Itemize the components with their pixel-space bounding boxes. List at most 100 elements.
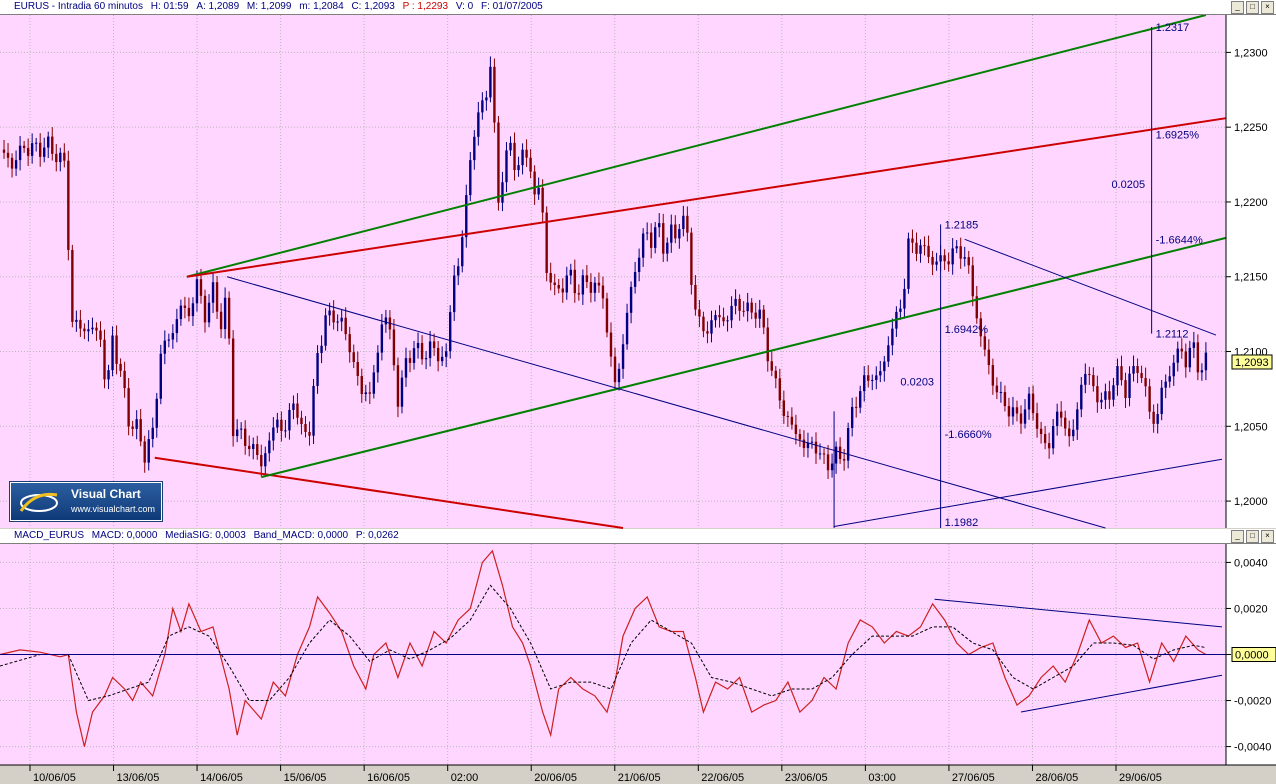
price-candle-body bbox=[1100, 399, 1103, 403]
price-candle-body bbox=[1180, 348, 1183, 352]
macd-p-value: P: 0,0262 bbox=[355, 530, 399, 541]
price-candle-body bbox=[654, 227, 657, 248]
price-candle-body bbox=[143, 441, 146, 463]
price-candle-body bbox=[1116, 366, 1119, 386]
price-candle-body bbox=[911, 238, 914, 243]
price-trend-line bbox=[186, 117, 1227, 278]
price-candle-body bbox=[513, 142, 516, 171]
price-candle-body bbox=[139, 419, 142, 442]
price-candle-body bbox=[613, 356, 617, 383]
macd-axis-label: -0,0040 bbox=[1234, 742, 1271, 754]
price-candle-body bbox=[75, 319, 78, 322]
price-candle-body bbox=[617, 368, 621, 383]
price-candle-body bbox=[710, 320, 713, 334]
price-candle-body bbox=[830, 463, 834, 471]
price-candle-body bbox=[123, 370, 126, 389]
macd-maximize-button[interactable]: □ bbox=[1246, 530, 1259, 543]
price-candle-body bbox=[517, 165, 520, 171]
price-candle-body bbox=[794, 424, 798, 435]
time-axis-label: 21/06/05 bbox=[618, 772, 661, 784]
price-candle-body bbox=[328, 310, 331, 316]
price-candle-body bbox=[814, 441, 818, 454]
price-candle-body bbox=[231, 338, 235, 437]
price-candle-body bbox=[863, 375, 866, 392]
price-candle-body bbox=[750, 302, 753, 313]
maximize-button[interactable]: □ bbox=[1246, 1, 1259, 14]
time-axis-label: 16/06/05 bbox=[367, 772, 410, 784]
price-candle-body bbox=[404, 358, 408, 378]
price-candle-body bbox=[280, 419, 283, 432]
macd-window-buttons: _ □ × bbox=[1231, 530, 1274, 543]
price-axis-label: 1,2000 bbox=[1234, 496, 1268, 508]
price-candle-body bbox=[360, 375, 363, 395]
price-candle-body bbox=[1124, 380, 1127, 399]
price-candle-body bbox=[867, 375, 870, 381]
price-candle-body bbox=[1072, 429, 1075, 437]
price-candle-body bbox=[432, 341, 436, 349]
price-candle-body bbox=[163, 340, 167, 354]
price-candle-body bbox=[557, 285, 560, 289]
price-candle-body bbox=[356, 362, 359, 376]
price-candle-body bbox=[842, 459, 846, 461]
price-candle-body bbox=[43, 147, 46, 157]
price-candle-body bbox=[384, 317, 388, 325]
price-candle-body bbox=[151, 427, 154, 440]
price-candle-body bbox=[834, 446, 838, 464]
main-window-buttons: _ □ × bbox=[1231, 1, 1274, 14]
price-candle-body bbox=[420, 342, 424, 360]
price-candle-body bbox=[706, 331, 709, 334]
price-axis-label: 1,2200 bbox=[1234, 197, 1268, 209]
minimize-button[interactable]: _ bbox=[1231, 1, 1244, 14]
price-candle-body bbox=[352, 352, 355, 363]
volume-value: V: 0 bbox=[455, 1, 474, 12]
price-candle-body bbox=[545, 212, 548, 273]
price-trend-line bbox=[154, 456, 624, 529]
price-candle-body bbox=[59, 152, 62, 163]
min-value: m: 1,2084 bbox=[299, 1, 344, 12]
price-candle-body bbox=[782, 400, 786, 416]
macd-minimize-button[interactable]: _ bbox=[1231, 530, 1244, 543]
price-candle-body bbox=[1003, 392, 1007, 407]
price-candle-body bbox=[99, 330, 102, 340]
price-annotation: 0.0205 bbox=[1111, 179, 1145, 191]
price-candle-body bbox=[256, 444, 259, 456]
mediasig-value: MediaSIG: 0,0003 bbox=[165, 530, 246, 541]
price-candle-body bbox=[38, 142, 42, 157]
price-candle-body bbox=[987, 349, 991, 366]
price-candle-body bbox=[324, 315, 327, 346]
price-candle-body bbox=[682, 215, 685, 230]
price-candle-body bbox=[453, 275, 456, 313]
price-annotation: 1.6925% bbox=[1156, 130, 1200, 142]
price-candle-body bbox=[248, 445, 251, 450]
price-candle-body bbox=[1188, 347, 1192, 368]
price-candle-body bbox=[268, 440, 271, 454]
price-candle-body bbox=[312, 385, 315, 436]
price-candle-body bbox=[923, 245, 926, 247]
close-button[interactable]: × bbox=[1261, 1, 1274, 14]
price-candle-body bbox=[605, 298, 609, 333]
price-candle-body bbox=[629, 286, 633, 313]
close-value: C: 1,2093 bbox=[351, 1, 395, 12]
price-candle-body bbox=[818, 453, 822, 455]
price-candle-body bbox=[979, 318, 982, 337]
price-candle-body bbox=[694, 284, 697, 310]
price-candle-body bbox=[509, 142, 512, 151]
price-candle-body bbox=[935, 261, 938, 265]
price-candle-body bbox=[436, 348, 440, 362]
price-candle-body bbox=[1043, 434, 1047, 444]
price-candle-body bbox=[1112, 385, 1115, 400]
price-candle-body bbox=[1176, 348, 1179, 363]
macd-axis-label: 0,0040 bbox=[1234, 557, 1268, 569]
macd-close-button[interactable]: × bbox=[1261, 530, 1274, 543]
price-candle-body bbox=[67, 160, 70, 250]
macd-last-marker bbox=[1231, 647, 1276, 662]
price-candle-body bbox=[1023, 409, 1027, 424]
price-candle-body bbox=[577, 293, 581, 295]
price-candle-body bbox=[1035, 413, 1039, 429]
macd-trend-line bbox=[1020, 674, 1223, 713]
price-candle-body bbox=[30, 143, 34, 156]
price-candle-body bbox=[63, 152, 66, 161]
price-candle-body bbox=[698, 309, 701, 317]
price-candle-body bbox=[625, 312, 629, 345]
price-candle-body bbox=[199, 279, 203, 296]
